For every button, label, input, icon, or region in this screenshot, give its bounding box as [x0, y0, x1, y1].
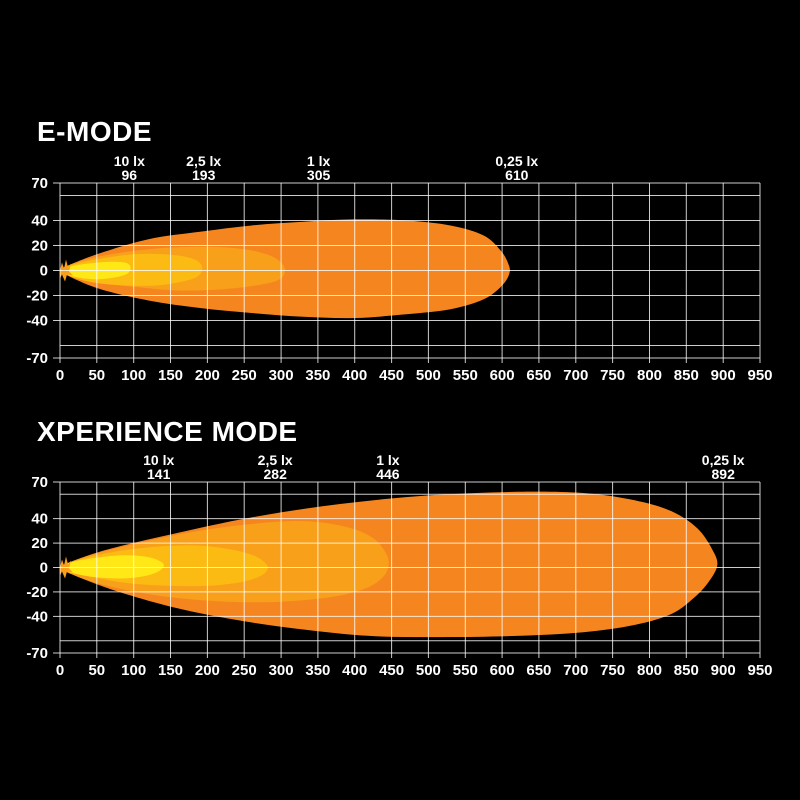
xtick-label-800: 800 [637, 662, 662, 679]
xtick-label-0: 0 [56, 662, 64, 679]
chart-title-e-mode: E-MODE [37, 116, 152, 147]
ytick-label--40: -40 [26, 313, 48, 330]
xtick-label-650: 650 [526, 367, 551, 384]
xtick-label-900: 900 [711, 662, 736, 679]
annotation-distance-96: 96 [122, 167, 138, 183]
xtick-label-150: 150 [158, 367, 183, 384]
ytick-label-70: 70 [31, 474, 48, 491]
beam-contours [60, 491, 718, 638]
xtick-label-500: 500 [416, 662, 441, 679]
grid [53, 182, 761, 363]
annotation-distance-193: 193 [192, 167, 216, 183]
ytick-label-40: 40 [31, 213, 48, 230]
annotation-lux-892: 0,25 lx [702, 452, 745, 468]
ytick-label-20: 20 [31, 238, 48, 255]
ytick-label--20: -20 [26, 584, 48, 601]
annotation-lux-610: 0,25 lx [495, 153, 538, 169]
xtick-label-950: 950 [747, 367, 772, 384]
annotation-distance-446: 446 [376, 466, 400, 482]
ytick-label-70: 70 [31, 175, 48, 192]
ytick-label-0: 0 [40, 560, 48, 577]
beam-contour-0-25 [60, 219, 510, 319]
ytick-label-40: 40 [31, 511, 48, 528]
annotation-lux-305: 1 lx [307, 153, 331, 169]
beam-contour-10 [60, 555, 164, 579]
xtick-label-650: 650 [526, 662, 551, 679]
xtick-label-800: 800 [637, 367, 662, 384]
xtick-label-100: 100 [121, 367, 146, 384]
annotation-distance-141: 141 [147, 466, 171, 482]
xtick-label-600: 600 [490, 367, 515, 384]
annotation-lux-96: 10 lx [114, 153, 145, 169]
xtick-label-750: 750 [600, 662, 625, 679]
xtick-label-550: 550 [453, 662, 478, 679]
xtick-label-250: 250 [232, 662, 257, 679]
annotation-distance-892: 892 [712, 466, 736, 482]
ytick-label--20: -20 [26, 288, 48, 305]
xtick-label-250: 250 [232, 367, 257, 384]
chart-title-xperience-mode: XPERIENCE MODE [37, 416, 298, 447]
ytick-label--70: -70 [26, 645, 48, 662]
xtick-label-100: 100 [121, 662, 146, 679]
chart-e-mode: 0 50 100 150 200 250 300 350 400 450 500 550 600 650 7… [26, 153, 772, 384]
xtick-label-700: 700 [563, 367, 588, 384]
xtick-label-400: 400 [342, 662, 367, 679]
xtick-label-950: 950 [747, 662, 772, 679]
xtick-label-300: 300 [269, 662, 294, 679]
annotation-lux-141: 10 lx [143, 452, 174, 468]
annotation-distance-282: 282 [264, 466, 288, 482]
xtick-label-700: 700 [563, 662, 588, 679]
xtick-label-350: 350 [305, 662, 330, 679]
annotation-lux-282: 2,5 lx [258, 452, 293, 468]
xtick-label-750: 750 [600, 367, 625, 384]
xtick-label-350: 350 [305, 367, 330, 384]
ytick-label--70: -70 [26, 350, 48, 367]
ytick-label-20: 20 [31, 535, 48, 552]
chart-xperience-mode: 0 50 100 150 200 250 300 350 400 450 500 550 600 650 7… [26, 452, 772, 679]
xtick-label-200: 200 [195, 662, 220, 679]
xtick-label-300: 300 [269, 367, 294, 384]
xtick-label-850: 850 [674, 367, 699, 384]
xtick-label-850: 850 [674, 662, 699, 679]
annotation-lux-193: 2,5 lx [186, 153, 221, 169]
xtick-label-400: 400 [342, 367, 367, 384]
xtick-label-450: 450 [379, 662, 404, 679]
xtick-label-500: 500 [416, 367, 441, 384]
xtick-label-0: 0 [56, 367, 64, 384]
xtick-label-200: 200 [195, 367, 220, 384]
xtick-label-600: 600 [490, 662, 515, 679]
xtick-label-900: 900 [711, 367, 736, 384]
xtick-label-450: 450 [379, 367, 404, 384]
annotation-distance-610: 610 [505, 167, 529, 183]
xtick-label-550: 550 [453, 367, 478, 384]
annotation-lux-446: 1 lx [376, 452, 400, 468]
beam-contours [60, 219, 510, 319]
annotation-distance-305: 305 [307, 167, 331, 183]
xtick-label-150: 150 [158, 662, 183, 679]
ytick-label-0: 0 [40, 263, 48, 280]
xtick-label-50: 50 [88, 367, 105, 384]
grid [53, 481, 761, 658]
xtick-label-50: 50 [88, 662, 105, 679]
ytick-label--40: -40 [26, 608, 48, 625]
